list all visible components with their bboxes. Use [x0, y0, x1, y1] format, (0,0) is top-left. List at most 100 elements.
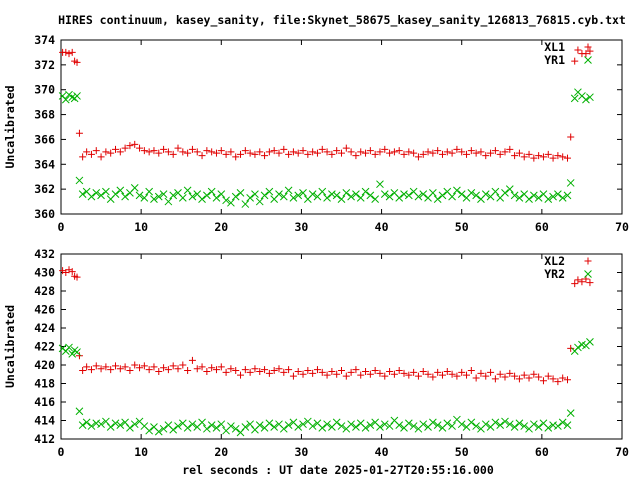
data-point: [554, 190, 562, 198]
data-point: [511, 152, 519, 160]
data-point: [549, 375, 557, 383]
data-point: [102, 187, 110, 196]
data-point: [400, 369, 408, 377]
data-point: [544, 424, 553, 432]
data-point: [241, 147, 249, 155]
data-point: [198, 418, 206, 427]
data-point: [567, 133, 575, 141]
data-point: [75, 352, 83, 360]
data-point: [294, 367, 302, 375]
data-point: [79, 367, 87, 375]
data-point: [424, 148, 432, 156]
data-point: [65, 50, 73, 58]
data-point: [285, 366, 293, 374]
data-point: [554, 422, 562, 430]
data-point: [193, 148, 201, 156]
data-point: [68, 48, 76, 56]
data-point: [130, 420, 139, 429]
data-point: [559, 374, 567, 382]
data-point: [83, 148, 91, 156]
data-point: [477, 369, 485, 377]
data-point: [198, 363, 206, 371]
data-point: [529, 191, 538, 200]
data-point: [395, 193, 404, 202]
data-point: [174, 144, 182, 152]
data-point: [97, 153, 105, 161]
data-point: [409, 422, 418, 430]
data-point: [68, 268, 76, 276]
data-point: [121, 363, 129, 371]
data-point: [453, 145, 461, 153]
data-point: [404, 191, 413, 200]
data-point: [73, 92, 81, 100]
legend-marker-yr1: [584, 56, 592, 64]
data-point: [155, 367, 163, 375]
y-tick-label: 416: [34, 395, 55, 409]
data-point: [227, 365, 235, 373]
data-point: [116, 148, 124, 156]
data-point: [332, 418, 341, 427]
y-tick-label: 428: [34, 284, 55, 298]
data-point: [145, 426, 154, 435]
data-point: [309, 369, 317, 377]
data-point: [443, 419, 452, 428]
data-point: [405, 371, 413, 379]
plot-frame: [60, 39, 623, 215]
data-point: [419, 420, 428, 429]
data-point: [212, 149, 220, 157]
data-point: [554, 378, 562, 386]
data-point: [477, 148, 485, 156]
data-point: [347, 420, 355, 429]
y-tick-label: 430: [34, 266, 55, 280]
data-point: [140, 193, 149, 202]
data-point: [68, 350, 77, 358]
data-point: [207, 421, 216, 429]
data-point: [566, 409, 575, 417]
data-point: [136, 364, 144, 372]
data-point: [116, 186, 125, 195]
data-point: [337, 195, 346, 203]
data-point: [121, 192, 129, 201]
data-point: [136, 144, 144, 152]
data-point: [376, 148, 384, 156]
legend-label-xl2: XL2: [544, 254, 565, 268]
data-point: [458, 368, 466, 376]
data-point: [419, 190, 428, 198]
data-point: [361, 187, 370, 196]
data-point: [107, 149, 115, 157]
data-point: [116, 421, 125, 429]
data-point: [463, 150, 471, 158]
data-point: [520, 153, 528, 161]
data-point: [520, 371, 528, 379]
data-point: [400, 190, 408, 198]
data-point: [241, 200, 250, 208]
data-point: [135, 191, 144, 200]
data-point: [328, 150, 336, 158]
data-point: [481, 190, 490, 198]
data-point: [505, 420, 514, 429]
data-point: [333, 370, 341, 378]
data-point: [515, 149, 523, 157]
x-tick-label: 40: [375, 220, 389, 234]
y-tick-label: 420: [34, 358, 55, 372]
top-panel: 0 10 20 30 40 50 60 70 360 362 364 366 368 370 372 374 U…: [3, 33, 629, 234]
data-point: [154, 427, 163, 436]
data-point: [270, 423, 279, 431]
data-point: [472, 191, 480, 200]
data-point: [275, 365, 283, 373]
data-point: [448, 422, 456, 430]
data-point: [385, 422, 394, 430]
data-point: [231, 424, 240, 433]
data-point: [261, 366, 269, 374]
data-point: [362, 367, 370, 375]
data-point: [236, 189, 245, 197]
data-point: [534, 423, 543, 431]
data-point: [501, 189, 509, 197]
data-point: [217, 420, 226, 429]
data-point: [203, 367, 211, 375]
data-point: [424, 370, 432, 378]
data-point: [140, 147, 148, 155]
data-point: [78, 421, 87, 429]
data-point: [227, 422, 235, 430]
